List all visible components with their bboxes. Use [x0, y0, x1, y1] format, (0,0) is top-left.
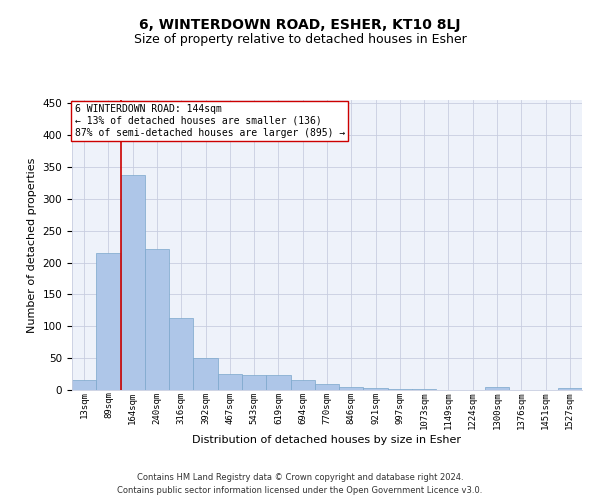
Bar: [339, 387, 364, 390]
Bar: [72, 380, 96, 390]
Bar: [290, 380, 315, 390]
Bar: [364, 388, 388, 390]
Text: Contains HM Land Registry data © Crown copyright and database right 2024.: Contains HM Land Registry data © Crown c…: [137, 472, 463, 482]
Y-axis label: Number of detached properties: Number of detached properties: [27, 158, 37, 332]
Bar: [96, 253, 121, 390]
Text: 6 WINTERDOWN ROAD: 144sqm
← 13% of detached houses are smaller (136)
87% of semi: 6 WINTERDOWN ROAD: 144sqm ← 13% of detac…: [74, 104, 345, 138]
Bar: [266, 376, 290, 390]
Bar: [218, 374, 242, 390]
Bar: [193, 358, 218, 390]
Bar: [558, 388, 582, 390]
Bar: [315, 384, 339, 390]
Text: Contains public sector information licensed under the Open Government Licence v3: Contains public sector information licen…: [118, 486, 482, 495]
X-axis label: Distribution of detached houses by size in Esher: Distribution of detached houses by size …: [193, 434, 461, 444]
Bar: [145, 248, 169, 390]
Text: Size of property relative to detached houses in Esher: Size of property relative to detached ho…: [134, 32, 466, 46]
Bar: [169, 318, 193, 390]
Bar: [121, 174, 145, 390]
Bar: [242, 374, 266, 390]
Text: 6, WINTERDOWN ROAD, ESHER, KT10 8LJ: 6, WINTERDOWN ROAD, ESHER, KT10 8LJ: [139, 18, 461, 32]
Bar: [485, 388, 509, 390]
